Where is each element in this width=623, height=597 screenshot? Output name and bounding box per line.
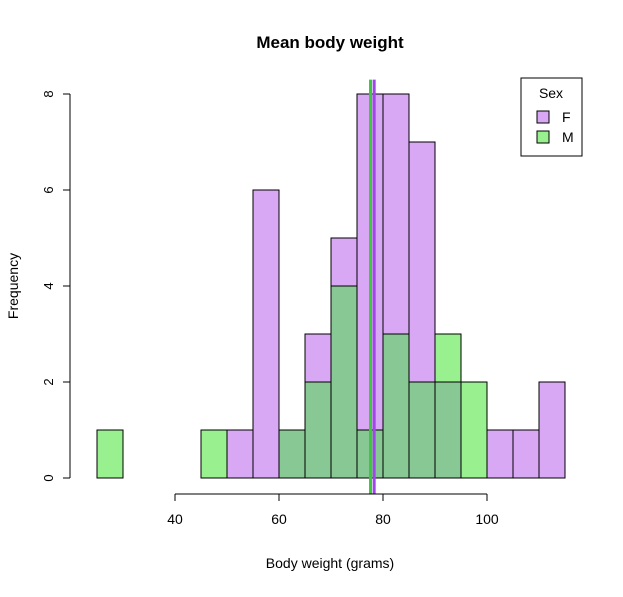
x-tick-label-80: 80 bbox=[375, 511, 391, 527]
x-axis: 40 60 80 100 bbox=[167, 493, 499, 527]
bar-f-105 bbox=[512, 429, 540, 479]
bar-overlap-60 bbox=[278, 429, 306, 479]
bar-overlap-85 bbox=[408, 381, 436, 479]
bar-f-110 bbox=[538, 381, 566, 479]
y-tick-label-4: 4 bbox=[41, 282, 56, 289]
y-axis-label: Frequency bbox=[5, 253, 21, 319]
bar-overlap-70 bbox=[330, 285, 358, 479]
legend-swatch-f bbox=[536, 110, 550, 124]
y-tick-label-2: 2 bbox=[41, 378, 56, 385]
x-tick-label-40: 40 bbox=[167, 511, 183, 527]
legend-box bbox=[520, 77, 583, 157]
bar-m-95 bbox=[460, 381, 488, 479]
legend-swatch-m bbox=[536, 130, 550, 144]
x-tick-label-60: 60 bbox=[271, 511, 287, 527]
legend: Sex FM bbox=[520, 77, 583, 157]
chart-title: Mean body weight bbox=[256, 33, 404, 52]
legend-title: Sex bbox=[539, 85, 563, 101]
bar-m-25 bbox=[96, 429, 124, 479]
legend-label-m: M bbox=[562, 129, 574, 145]
x-axis-label: Body weight (grams) bbox=[266, 555, 394, 571]
legend-label-f: F bbox=[562, 109, 571, 125]
y-tick-label-0: 0 bbox=[41, 474, 56, 481]
y-tick-label-6: 6 bbox=[41, 186, 56, 193]
y-axis: 0 2 4 6 8 bbox=[41, 90, 71, 482]
bar-overlap-80 bbox=[382, 333, 410, 479]
bars-layer bbox=[96, 93, 566, 479]
bar-m-90 bbox=[434, 333, 462, 383]
x-tick-label-100: 100 bbox=[475, 511, 499, 527]
bar-f-50 bbox=[226, 429, 254, 479]
y-tick-label-8: 8 bbox=[41, 90, 56, 97]
bar-m-45 bbox=[200, 429, 228, 479]
bar-overlap-90 bbox=[434, 381, 462, 479]
mean-lines-layer bbox=[369, 79, 376, 494]
bar-f-55 bbox=[252, 189, 280, 479]
bar-f-100 bbox=[486, 429, 514, 479]
bar-overlap-65 bbox=[304, 381, 332, 479]
